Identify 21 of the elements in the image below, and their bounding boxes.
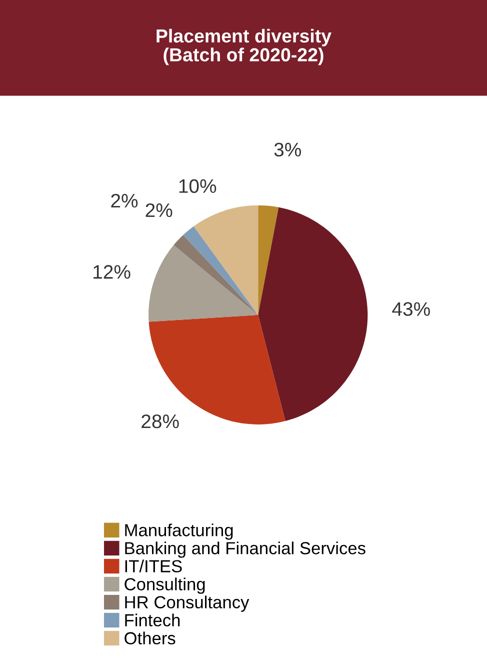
data-label: 2% <box>146 203 172 218</box>
data-label: 3% <box>274 142 301 156</box>
chart-title: Placement diversity (Batch of 2020-22) <box>156 28 332 66</box>
data-label: 28% <box>142 414 179 428</box>
data-label: 2% <box>111 194 138 208</box>
legend-label: Others <box>124 632 176 644</box>
pie-slice <box>174 235 258 315</box>
legend-label: Consulting <box>124 578 205 594</box>
legend-label: Fintech <box>125 614 180 626</box>
pie-slice <box>148 245 258 322</box>
pie-slice <box>258 205 279 315</box>
data-label: 10% <box>179 179 216 193</box>
legend-label: Banking and Financial Services <box>125 542 366 558</box>
pie-slice <box>183 226 258 315</box>
legend-label: HR Consultancy <box>125 596 250 612</box>
data-label: 43% <box>392 302 430 316</box>
data-label: 12% <box>94 265 130 279</box>
legend-label: Manufacturing <box>125 524 233 540</box>
legend-label: IT/ITES <box>125 560 182 572</box>
pie-slice <box>194 205 258 315</box>
pie-slice <box>258 207 368 422</box>
